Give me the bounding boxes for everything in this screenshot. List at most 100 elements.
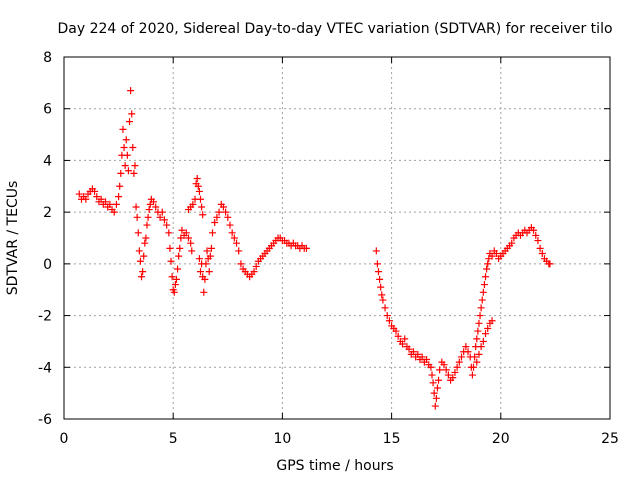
data-point <box>449 374 457 382</box>
data-point <box>479 288 487 296</box>
data-point <box>215 208 223 216</box>
data-point <box>429 379 437 387</box>
data-points <box>75 87 554 410</box>
data-point <box>430 389 438 397</box>
data-point <box>165 229 173 237</box>
data-point <box>160 216 168 224</box>
axes <box>63 56 611 420</box>
data-point <box>379 296 387 304</box>
data-point <box>451 368 459 376</box>
x-tick-label: 0 <box>60 431 69 447</box>
data-point <box>143 221 151 229</box>
data-point <box>394 332 402 340</box>
data-point <box>237 260 245 268</box>
data-point <box>433 384 441 392</box>
data-point <box>383 312 391 320</box>
data-point <box>436 366 444 374</box>
y-axis-label: SDTVAR / TECUs <box>5 181 21 296</box>
data-point <box>468 371 476 379</box>
data-point <box>219 203 227 211</box>
data-point <box>418 353 426 361</box>
y-tick-label: -4 <box>38 360 52 376</box>
data-point <box>484 260 492 268</box>
data-point <box>117 169 125 177</box>
data-point <box>91 187 99 195</box>
data-point <box>152 203 160 211</box>
data-point <box>224 213 232 221</box>
data-point <box>477 343 485 351</box>
data-point <box>213 213 221 221</box>
data-point <box>82 195 90 203</box>
data-point <box>464 348 472 356</box>
data-point <box>172 275 180 283</box>
data-point <box>252 262 260 270</box>
data-point <box>156 213 164 221</box>
data-point <box>538 250 546 258</box>
data-point <box>455 358 463 366</box>
data-point <box>135 247 143 255</box>
data-point <box>209 229 217 237</box>
data-point <box>120 144 128 151</box>
data-point <box>126 118 134 126</box>
data-point <box>536 244 544 252</box>
data-point <box>532 231 540 239</box>
data-point <box>163 221 171 229</box>
data-point <box>534 237 542 245</box>
data-point <box>378 291 386 299</box>
x-tick-label: 15 <box>383 431 401 447</box>
data-point <box>488 252 496 260</box>
data-point <box>123 151 131 159</box>
data-point <box>230 234 238 242</box>
data-point <box>475 319 483 327</box>
data-point <box>197 268 204 276</box>
y-tick-label: 8 <box>43 50 52 66</box>
data-point <box>119 125 127 133</box>
data-point <box>475 350 483 358</box>
y-tick-label: 0 <box>43 257 52 273</box>
data-point <box>405 345 413 353</box>
data-point <box>480 281 488 289</box>
data-point <box>471 353 479 361</box>
data-point <box>228 229 236 237</box>
data-point <box>201 275 209 283</box>
data-point <box>122 136 130 144</box>
data-point <box>473 358 481 366</box>
data-point <box>442 366 450 374</box>
data-point <box>195 255 203 263</box>
data-point <box>374 268 382 276</box>
data-point <box>372 247 380 255</box>
data-point <box>130 169 138 177</box>
data-point <box>478 296 486 304</box>
data-point <box>167 257 175 265</box>
data-point <box>432 394 440 402</box>
data-point <box>250 268 258 276</box>
data-point <box>392 327 400 335</box>
data-point <box>302 244 310 252</box>
data-point <box>477 304 485 312</box>
data-point <box>128 110 136 118</box>
data-point <box>462 343 470 351</box>
data-point <box>206 252 214 260</box>
data-point <box>200 288 208 296</box>
x-tick-label: 10 <box>273 431 291 447</box>
data-point <box>508 239 516 247</box>
data-point <box>207 244 215 252</box>
data-point <box>142 234 150 242</box>
data-point <box>484 325 492 332</box>
data-point <box>399 340 407 348</box>
data-point <box>131 162 139 170</box>
x-tick-label: 20 <box>492 431 510 447</box>
data-point <box>457 353 465 361</box>
data-point <box>197 195 204 203</box>
x-tick-labels: 0 5 10 15 20 25 <box>60 431 619 447</box>
data-point <box>381 304 389 312</box>
data-point <box>144 213 152 221</box>
data-point <box>194 182 202 190</box>
data-point <box>198 203 206 211</box>
data-point <box>170 288 178 296</box>
x-axis-label: GPS time / hours <box>276 458 393 474</box>
plot-border <box>63 56 611 420</box>
data-point <box>233 239 241 247</box>
data-point <box>127 87 135 95</box>
data-point <box>530 226 538 234</box>
